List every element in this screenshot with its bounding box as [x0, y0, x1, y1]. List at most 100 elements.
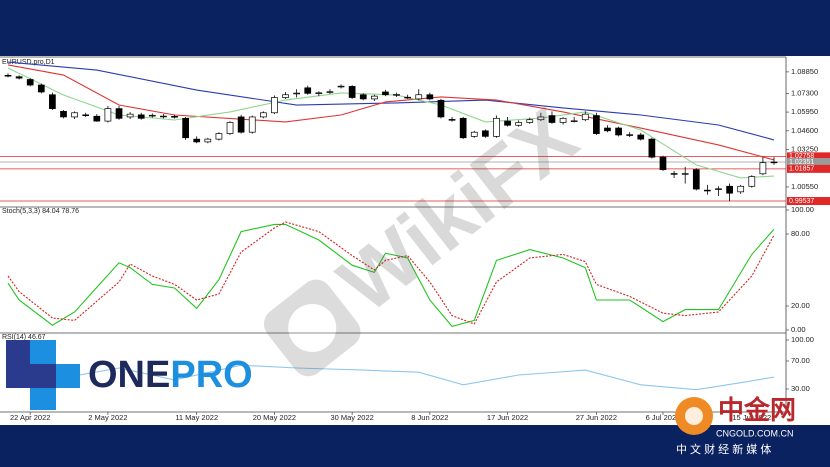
candle-body: [537, 116, 545, 121]
candle-body: [160, 115, 167, 118]
price-level-tag: [787, 164, 830, 173]
candle-body: [404, 96, 412, 99]
candle-body: [459, 117, 467, 139]
candle-body: [326, 91, 334, 93]
candle-body: [637, 134, 645, 140]
y-tick-label: 1.04600: [791, 126, 818, 135]
price-level-label: 1.02758: [789, 153, 814, 160]
price-level-label: 1.01857: [789, 166, 814, 173]
candle-body: [126, 113, 134, 118]
candle-body: [182, 117, 189, 139]
candle-body: [370, 95, 378, 100]
candle-body: [515, 122, 523, 126]
candle-body: [171, 116, 178, 118]
candle-body: [237, 116, 245, 133]
y-tick-label: 1.08850: [791, 67, 818, 76]
cngold-name: 中金网: [718, 395, 796, 425]
candle-body: [670, 173, 678, 175]
candle-body: [359, 94, 367, 100]
candle-body: [681, 173, 689, 175]
watermark-icon: [263, 279, 361, 377]
price-level-label: 0.99537: [789, 198, 814, 205]
candle-body: [437, 99, 445, 118]
logo-circle: [685, 407, 703, 425]
indicator-line: [7, 223, 775, 328]
candle-body: [648, 138, 656, 158]
candle-body: [49, 94, 56, 109]
x-tick-label: 22 Apr 2022: [10, 413, 50, 422]
candle-body: [393, 94, 400, 96]
candle-body: [692, 169, 700, 190]
x-tick-label: 6 Jul 2022: [646, 413, 681, 422]
y-tick-label: 80.00: [791, 229, 810, 238]
candle-body: [148, 114, 156, 117]
y-tick-label: 1.03250: [791, 145, 818, 154]
candle-body: [204, 138, 212, 143]
candle-body: [37, 84, 45, 93]
candle-body: [426, 94, 434, 100]
candle-body: [448, 119, 456, 121]
candle-body: [248, 116, 256, 133]
candle-body: [570, 120, 578, 122]
logo-shape: [56, 364, 80, 388]
candle-body: [593, 115, 600, 134]
logo-text-one: ONE: [88, 354, 170, 396]
panel-title: RSI(14) 46.67: [2, 334, 46, 341]
watermark-icon: [288, 303, 337, 352]
candle-body: [737, 185, 745, 193]
y-tick-label: 100.00: [791, 205, 814, 214]
candle-body: [659, 156, 667, 170]
candle-body: [115, 108, 123, 119]
x-tick-label: 2 May 2022: [88, 413, 127, 422]
candle-body: [726, 185, 733, 194]
candle-body: [615, 127, 622, 136]
candle-body: [15, 76, 23, 79]
price-level-tag: [787, 157, 830, 166]
price-level-tag: [787, 197, 830, 206]
y-tick-label: 1.05950: [791, 107, 818, 116]
indicator-line: [7, 364, 775, 391]
candle-body: [315, 92, 323, 94]
candle-body: [4, 74, 12, 77]
candle-body: [559, 117, 567, 123]
candle-body: [193, 138, 201, 143]
candle-body: [604, 127, 611, 132]
price-level-label: 1.02351: [789, 159, 814, 166]
candle-body: [259, 112, 267, 118]
candle-body: [482, 130, 489, 137]
candle-body: [348, 86, 356, 98]
candle-body: [548, 115, 556, 123]
candle-body: [82, 114, 90, 117]
logo-text: ONEPRO: [88, 354, 253, 396]
indicator-line: [7, 221, 775, 325]
candle-body: [748, 176, 756, 187]
cngold-slogan: 中 文 财 经 新 媒 体: [676, 442, 771, 456]
panel-title: EURUSD.pro,D1: [2, 59, 55, 66]
candle-body: [26, 79, 34, 86]
candle-body: [470, 131, 478, 137]
candle-body: [104, 108, 112, 122]
candle-body: [271, 97, 278, 114]
candle-body: [304, 87, 312, 94]
candle-body: [526, 119, 534, 123]
candle-body: [504, 120, 511, 126]
x-tick-label: 15 Jul 2022: [732, 413, 771, 422]
plots: EURUSD.pro,D1 1.08850 1.07300 1.05950 1.0460…: [0, 59, 830, 422]
cngold-domain: CNGOLD.COM.CN: [716, 428, 794, 438]
candle-body: [71, 112, 78, 118]
onepro-logo: ONEPRO: [6, 340, 253, 410]
candle-body: [226, 122, 234, 134]
candle-body: [215, 133, 223, 140]
y-tick-label: 30.00: [791, 384, 810, 393]
candle-body: [715, 188, 722, 190]
y-tick-label: 0.00: [791, 325, 806, 334]
x-tick-label: 8 Jun 2022: [411, 413, 448, 422]
x-tick-label: 30 May 2022: [330, 413, 373, 422]
logo-shape: [30, 364, 56, 388]
cngold-logo: 中金网 CNGOLD.COM.CN 中 文 财 经 新 媒 体: [675, 395, 796, 456]
panel-title: Stoch(5,3,3) 84.04 78.76: [2, 208, 79, 215]
y-tick-label: 1.07300: [791, 88, 818, 97]
logo-shape: [30, 340, 56, 364]
x-tick-label: 17 Jun 2022: [487, 413, 528, 422]
